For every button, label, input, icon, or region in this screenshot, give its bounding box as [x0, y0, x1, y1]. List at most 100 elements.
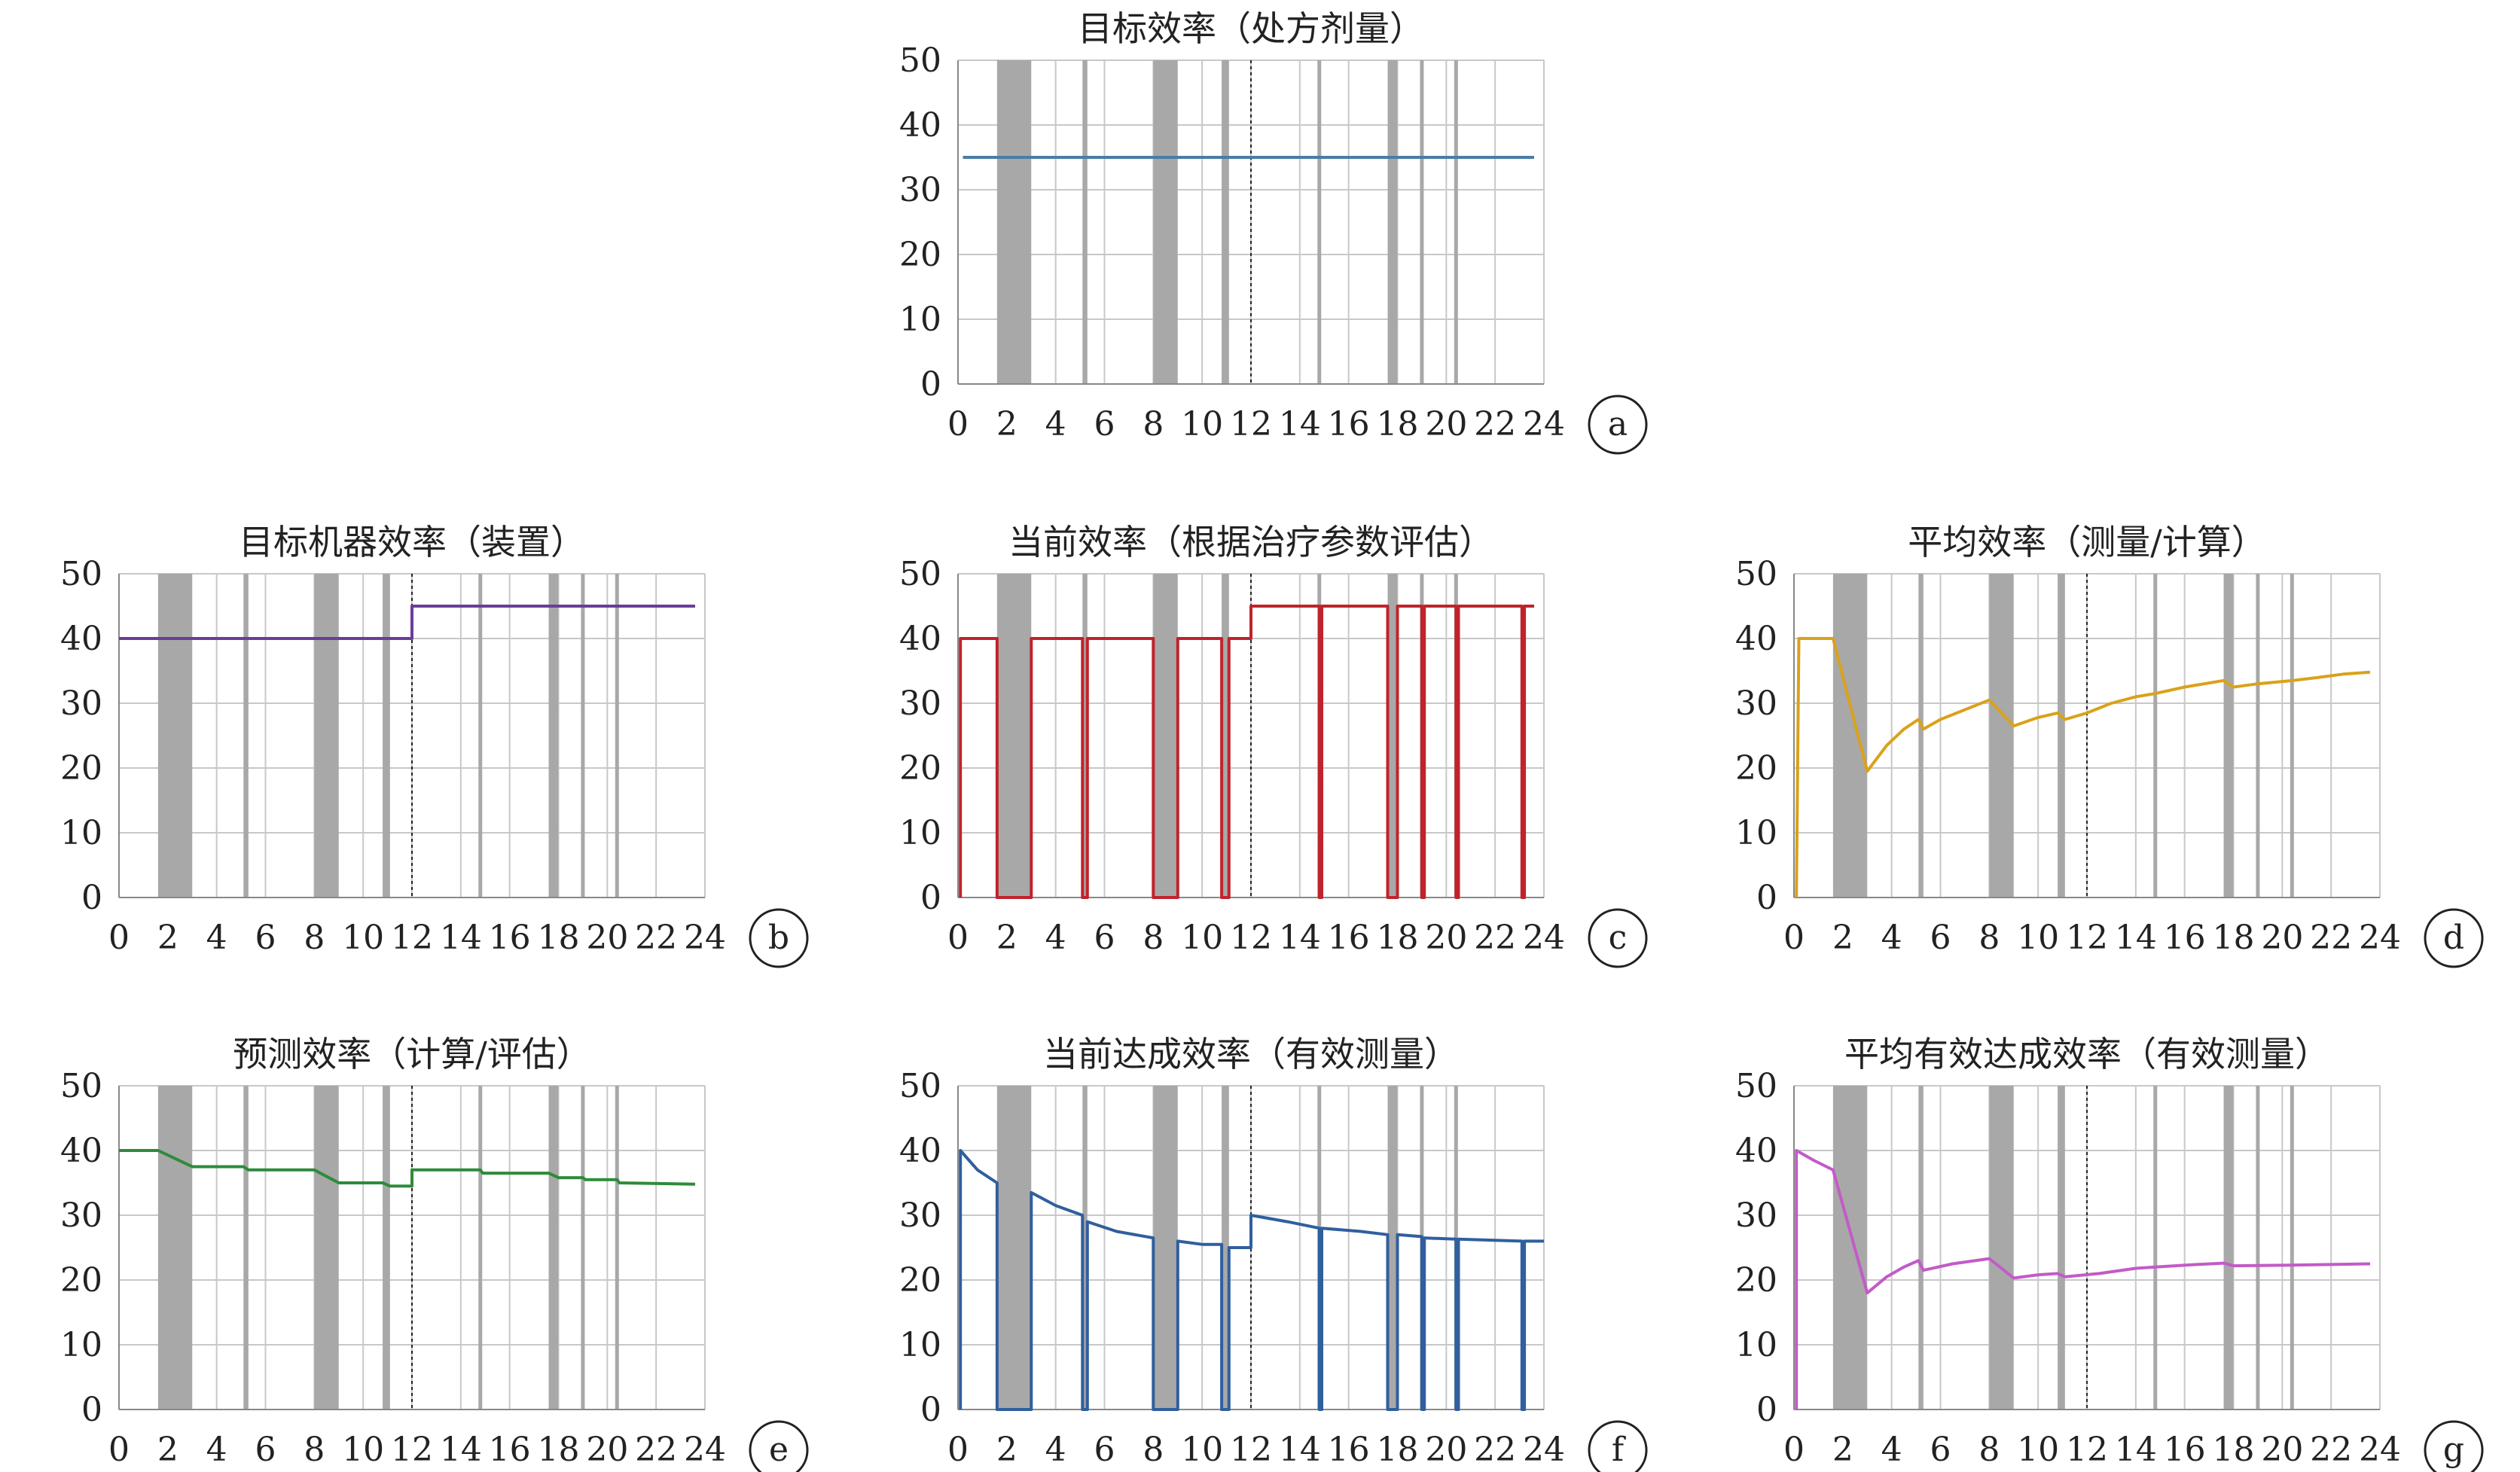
- shaded-interval: [996, 574, 1032, 898]
- shaded-interval: [1153, 574, 1178, 898]
- x-tick-label: 6: [1930, 1431, 1951, 1469]
- x-tick-label: 0: [108, 919, 130, 957]
- x-tick-label: 10: [2017, 919, 2059, 957]
- x-tick-label: 6: [1930, 919, 1951, 957]
- chart-title: 当前达成效率（有效测量）: [1043, 1034, 1459, 1074]
- y-tick-label: 40: [899, 620, 941, 658]
- panel-label: a: [1608, 405, 1628, 443]
- shaded-interval: [314, 574, 339, 898]
- y-tick-label: 50: [60, 555, 102, 593]
- x-tick-label: 20: [1425, 405, 1467, 443]
- y-tick-label: 50: [1735, 1067, 1777, 1105]
- y-tick-label: 10: [1735, 1326, 1777, 1364]
- x-tick-label: 0: [947, 405, 969, 443]
- x-tick-label: 2: [1832, 919, 1853, 957]
- y-tick-label: 50: [1735, 555, 1777, 593]
- x-tick-label: 0: [1783, 1431, 1805, 1469]
- x-tick-label: 0: [947, 1431, 969, 1469]
- shaded-interval: [1082, 60, 1088, 384]
- shaded-interval: [2223, 574, 2234, 898]
- y-tick-label: 10: [60, 1326, 102, 1364]
- shaded-interval: [1153, 1086, 1178, 1410]
- x-tick-label: 10: [342, 919, 384, 957]
- x-tick-label: 6: [1094, 919, 1115, 957]
- x-tick-label: 14: [440, 919, 482, 957]
- y-tick-label: 50: [899, 555, 941, 593]
- x-tick-label: 8: [1143, 919, 1164, 957]
- x-tick-label: 12: [391, 919, 433, 957]
- panel-label-circle: [1588, 1420, 1648, 1472]
- y-tick-label: 30: [60, 684, 102, 723]
- y-tick-label: 0: [920, 1391, 941, 1429]
- x-tick-label: 10: [1181, 1431, 1223, 1469]
- x-tick-label: 4: [1045, 1431, 1066, 1469]
- x-tick-label: 20: [2261, 1431, 2303, 1469]
- y-tick-label: 30: [899, 684, 941, 723]
- x-tick-label: 24: [1523, 405, 1565, 443]
- shaded-interval: [1082, 1086, 1088, 1410]
- x-tick-label: 12: [2066, 1431, 2108, 1469]
- shaded-interval: [157, 574, 193, 898]
- x-tick-label: 12: [1230, 1431, 1272, 1469]
- x-tick-label: 16: [1328, 1431, 1370, 1469]
- shaded-interval: [383, 574, 390, 898]
- panel-label: f: [1612, 1431, 1626, 1469]
- x-tick-label: 20: [2261, 919, 2303, 957]
- x-tick-label: 24: [1523, 1431, 1565, 1469]
- x-tick-label: 24: [2359, 1431, 2401, 1469]
- y-tick-label: 20: [899, 749, 941, 788]
- x-tick-label: 0: [108, 1431, 130, 1469]
- panel-label-circle: [749, 1420, 809, 1472]
- panel-label-circle: [1588, 395, 1648, 455]
- x-tick-label: 16: [489, 1431, 531, 1469]
- series-line: [1795, 637, 2371, 898]
- x-tick-label: 22: [1474, 405, 1516, 443]
- shaded-interval: [1387, 60, 1398, 384]
- shaded-interval: [2223, 1086, 2234, 1410]
- x-tick-label: 24: [684, 919, 726, 957]
- series-line: [959, 1149, 1544, 1411]
- x-tick-label: 4: [1045, 919, 1066, 957]
- shaded-interval: [548, 1086, 559, 1410]
- x-tick-label: 24: [2359, 919, 2401, 957]
- x-tick-label: 14: [440, 1431, 482, 1469]
- y-tick-label: 30: [899, 1196, 941, 1235]
- x-tick-label: 8: [1978, 1431, 2000, 1469]
- x-tick-label: 20: [1425, 919, 1467, 957]
- y-tick-label: 30: [60, 1196, 102, 1235]
- panel-label: c: [1609, 919, 1628, 957]
- y-tick-label: 20: [899, 236, 941, 274]
- x-tick-label: 4: [206, 919, 227, 957]
- x-tick-label: 18: [1377, 1431, 1419, 1469]
- shaded-interval: [1918, 1086, 1924, 1410]
- y-tick-label: 10: [899, 814, 941, 852]
- x-tick-label: 8: [1978, 919, 2000, 957]
- x-tick-label: 4: [206, 1431, 227, 1469]
- x-tick-label: 10: [342, 1431, 384, 1469]
- x-tick-label: 18: [538, 919, 580, 957]
- x-tick-label: 24: [1523, 919, 1565, 957]
- y-tick-label: 40: [899, 1132, 941, 1170]
- series-line: [119, 1149, 696, 1188]
- x-tick-label: 2: [996, 1431, 1017, 1469]
- y-tick-label: 10: [899, 300, 941, 339]
- x-tick-label: 16: [1328, 405, 1370, 443]
- shaded-interval: [314, 1086, 339, 1410]
- x-tick-label: 6: [255, 1431, 276, 1469]
- x-tick-label: 12: [391, 1431, 433, 1469]
- x-tick-label: 10: [2017, 1431, 2059, 1469]
- y-tick-label: 0: [81, 879, 102, 917]
- x-tick-label: 18: [2213, 919, 2255, 957]
- panel-label: g: [2443, 1431, 2464, 1469]
- x-tick-label: 18: [1377, 405, 1419, 443]
- shaded-interval: [1832, 1086, 1868, 1410]
- chart-title: 平均有效达成效率（有效测量）: [1844, 1034, 2329, 1074]
- x-tick-label: 14: [1279, 405, 1321, 443]
- shaded-interval: [2058, 1086, 2065, 1410]
- y-tick-label: 40: [899, 106, 941, 145]
- x-tick-label: 18: [2213, 1431, 2255, 1469]
- panel-label: d: [2443, 919, 2464, 957]
- y-tick-label: 20: [1735, 749, 1777, 788]
- x-tick-label: 22: [1474, 1431, 1516, 1469]
